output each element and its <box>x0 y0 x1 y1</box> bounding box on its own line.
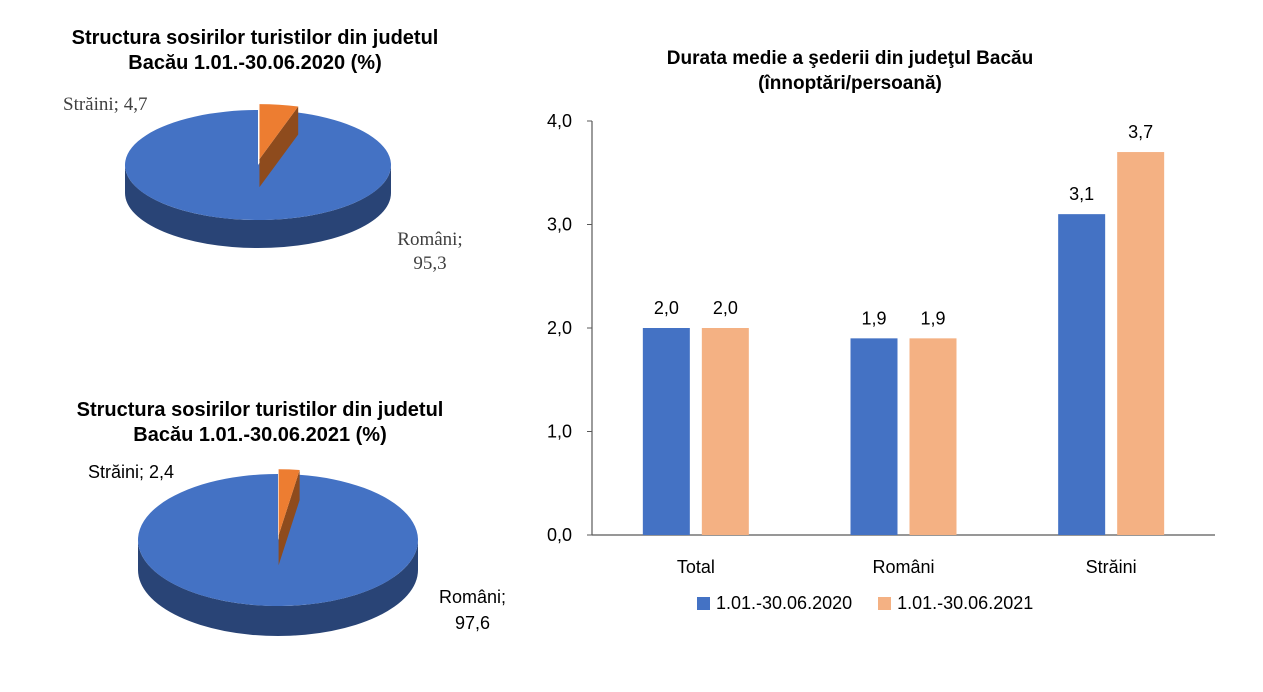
pie-2021-title-line1: Structura sosirilor turistilor din judet… <box>76 399 444 421</box>
pie-chart-2020 <box>124 104 391 248</box>
bar-chart-title-line2: (înnoptări/persoană) <box>758 73 942 94</box>
pie-2020-label-straini: Străini; 4,7 <box>63 94 148 115</box>
pie-2020-slice-straini-side <box>259 106 299 188</box>
pie-2021-label-straini: Străini; 2,4 <box>88 462 175 482</box>
bar-data-label: 2,0 <box>713 298 738 318</box>
pie-2020-title-line1: Structura sosirilor turistilor din judet… <box>71 27 439 49</box>
bar-romni-series-2 <box>909 338 957 535</box>
y-tick-label: 3,0 <box>547 215 572 235</box>
pie-2020-slice-straini <box>259 104 299 160</box>
y-tick-label: 4,0 <box>547 111 572 131</box>
pie-2020-label-romani-value: 95,3 <box>413 253 447 274</box>
y-tick-label: 2,0 <box>547 318 572 338</box>
x-tick-label: Total <box>677 557 715 577</box>
legend-swatch-2021 <box>878 597 892 610</box>
x-tick-label: Străini <box>1086 557 1137 577</box>
bar-chart-title: Durata medie a şederii din judeţul Bacău… <box>600 46 1100 96</box>
pie-2020-slice-romani-side <box>125 165 391 248</box>
legend-label-2021: 1.01.-30.06.2021 <box>897 593 1034 613</box>
bar-chart-title-line1: Durata medie a şederii din judeţul Bacău <box>666 48 1034 69</box>
bar-data-label: 3,7 <box>1128 122 1153 142</box>
legend-item-2020: 1.01.-30.06.2020 <box>697 593 852 614</box>
pie-2021-label-romani-name: Români; <box>438 587 507 607</box>
bar-romni-series-1 <box>850 338 898 535</box>
legend-item-2021: 1.01.-30.06.2021 <box>878 593 1033 614</box>
bar-data-label: 2,0 <box>654 298 679 318</box>
pie-2021-label-romani: Români; 97,6 <box>425 584 520 636</box>
pie-2020-label-romani: Români; 95,3 <box>390 228 470 276</box>
bar-data-label: 1,9 <box>920 308 945 328</box>
bar-total-series-1 <box>642 328 690 535</box>
bar-strini-series-2 <box>1117 152 1165 536</box>
pie-2021-title: Structura sosirilor turistilor din judet… <box>15 398 505 448</box>
bar-data-label: 1,9 <box>861 308 886 328</box>
pie-2020-slice-romani <box>124 110 391 220</box>
pie-2021-slice-romani <box>138 474 418 606</box>
bar-data-label: 3,1 <box>1069 184 1094 204</box>
y-tick-label: 1,0 <box>547 422 572 442</box>
pie-2020-label-romani-name: Români; <box>397 229 463 250</box>
x-tick-label: Români <box>872 557 934 577</box>
pie-2020-title-line2: Bacău 1.01.-30.06.2020 (%) <box>128 52 382 74</box>
y-tick-label: 0,0 <box>547 525 572 545</box>
pie-2021-label-romani-value: 97,6 <box>454 613 491 633</box>
legend-label-2020: 1.01.-30.06.2020 <box>716 593 853 613</box>
pie-2021-slice-straini-side <box>278 469 300 566</box>
pie-2020-title: Structura sosirilor turistilor din judet… <box>10 26 500 76</box>
bar-total-series-2 <box>701 328 749 535</box>
pie-2021-title-line2: Bacău 1.01.-30.06.2021 (%) <box>133 424 387 446</box>
bar-strini-series-1 <box>1058 214 1106 535</box>
pie-2021-slice-straini <box>278 469 300 536</box>
pie-2021-slice-romani-side <box>138 540 418 636</box>
legend-swatch-2020 <box>697 597 710 610</box>
bar-chart-legend: 1.01.-30.06.2020 1.01.-30.06.2021 <box>697 593 1059 614</box>
pie-chart-2021 <box>138 469 418 636</box>
